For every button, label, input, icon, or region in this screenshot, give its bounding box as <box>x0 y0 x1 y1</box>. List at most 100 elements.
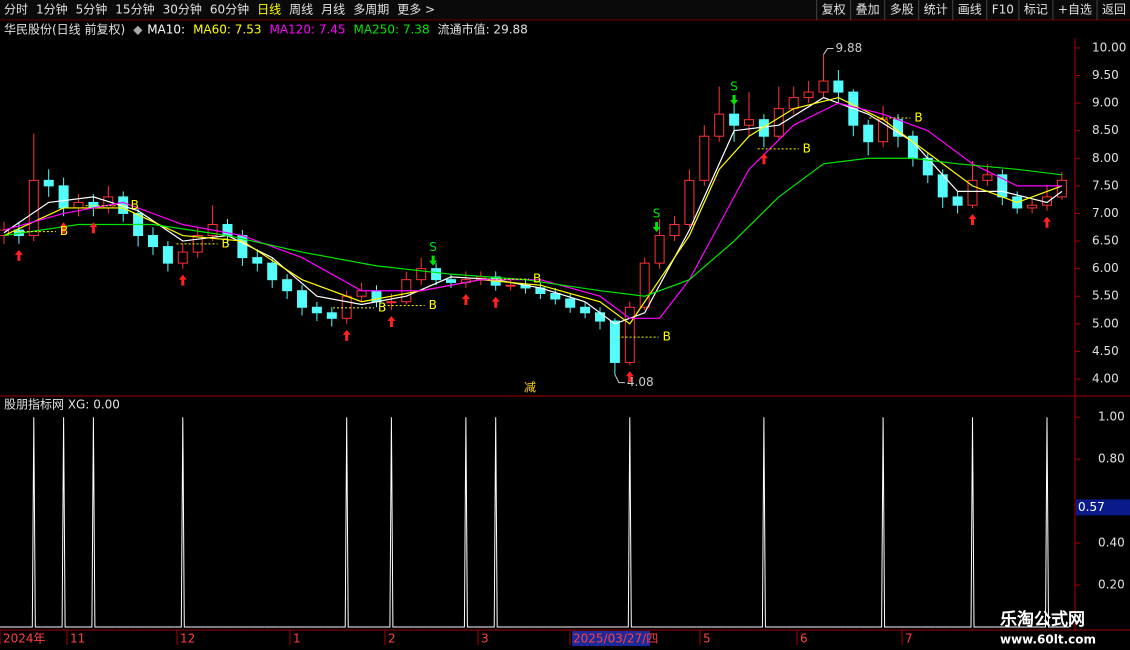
candle-body <box>326 312 337 319</box>
indicator-title: 股朋指标网 XG: 0.00 <box>4 397 120 412</box>
period-button[interactable]: 周线 <box>289 3 313 17</box>
candle-body <box>43 179 54 187</box>
b-label: B <box>914 111 922 125</box>
date-highlight <box>572 631 650 646</box>
watermark-url: www.60lt.com <box>1000 633 1096 647</box>
y-tick-label: 1.00 <box>1098 410 1125 424</box>
y-tick-label: 6.50 <box>1092 234 1119 248</box>
indicator-spike <box>1039 417 1055 628</box>
y-tick-label: 8.00 <box>1092 151 1119 165</box>
candle-body <box>967 179 978 206</box>
buy-arrow <box>1043 216 1051 228</box>
period-button[interactable]: 30分钟 <box>163 2 202 17</box>
y-tick-label: 0.80 <box>1098 452 1125 466</box>
indicator-spike <box>965 417 980 628</box>
candle-body <box>952 196 963 206</box>
cursor-label: 0.57 <box>1078 500 1105 514</box>
period-button[interactable]: 更多 > <box>397 3 435 17</box>
ma-line <box>3 96 1063 325</box>
tool-button[interactable]: F10 <box>992 3 1014 17</box>
y-tick-label: 4.50 <box>1092 344 1119 358</box>
buy-arrow <box>178 274 187 286</box>
period-button[interactable]: 日线 <box>257 3 281 17</box>
candle-body <box>505 284 516 287</box>
annotation-label: 4.08 <box>627 375 654 389</box>
candle-body <box>446 279 456 283</box>
period-button[interactable]: 60分钟 <box>210 2 249 17</box>
b-label: B <box>378 300 386 314</box>
candle-body <box>982 174 993 181</box>
b-label: B <box>222 236 230 250</box>
y-tick-label: 5.50 <box>1092 289 1119 303</box>
candle-body <box>386 301 397 304</box>
candle-body <box>431 268 442 281</box>
period-button[interactable]: 分时 <box>4 3 28 17</box>
indicator-spike <box>26 417 42 628</box>
date-label: 2024年 <box>3 632 46 646</box>
tool-button[interactable]: 多股 <box>890 3 914 17</box>
date-label: 7 <box>905 632 913 646</box>
tool-button[interactable]: 统计 <box>924 3 948 17</box>
tool-button[interactable]: 叠加 <box>856 3 880 17</box>
candle-body <box>684 179 695 226</box>
candle-body <box>297 290 307 308</box>
buy-arrow <box>342 329 351 341</box>
tool-button[interactable]: +自选 <box>1058 3 1092 17</box>
candle-body <box>714 113 725 137</box>
cursor-box <box>1076 499 1130 516</box>
buy-arrow <box>14 249 23 261</box>
date-label: 2025/03/27/四 <box>573 632 658 646</box>
annotation-pointer <box>614 374 625 384</box>
candle-body <box>148 235 158 248</box>
candle-body <box>267 262 278 281</box>
candle-body <box>580 306 591 314</box>
period-button[interactable]: 多周期 <box>353 3 389 17</box>
period-button[interactable]: 月线 <box>321 3 345 17</box>
period-button[interactable]: 1分钟 <box>36 2 68 17</box>
candle-body <box>356 290 367 297</box>
buy-arrow <box>461 293 470 305</box>
market-cap: 流通市值: 29.88 <box>438 22 528 37</box>
ma-line <box>3 102 1062 319</box>
sell-arrow <box>730 95 739 106</box>
candle-body <box>282 279 293 292</box>
candle-body <box>550 292 561 300</box>
buy-arrow <box>968 213 977 225</box>
candle-body <box>773 108 784 137</box>
candle-body <box>73 201 84 209</box>
candle-body <box>669 224 680 237</box>
tool-button[interactable]: 标记 <box>1024 3 1048 17</box>
ma-line <box>3 157 1062 297</box>
b-label: B <box>429 298 437 312</box>
date-label: 2 <box>388 632 396 646</box>
indicator-spike <box>175 417 191 628</box>
y-tick-label: 4.00 <box>1092 371 1119 385</box>
date-label: 11 <box>70 632 85 646</box>
candle-body <box>565 298 576 308</box>
y-tick-label: 8.50 <box>1092 123 1119 137</box>
indicator-spike <box>875 417 891 628</box>
date-label: 1 <box>293 632 301 646</box>
stock-title: 华民股份(日线 前复权) <box>4 22 125 37</box>
candle-body <box>744 119 754 126</box>
date-label: 6 <box>800 632 808 646</box>
legend-toggle: ◆ <box>133 23 143 37</box>
tool-button[interactable]: 画线 <box>958 3 982 17</box>
candle-body <box>341 295 352 319</box>
candle-body <box>654 235 665 264</box>
note: 减 <box>524 381 536 395</box>
candle-body <box>863 124 874 143</box>
period-button[interactable]: 15分钟 <box>115 2 154 17</box>
tool-button[interactable]: 复权 <box>822 3 846 17</box>
b-label: B <box>533 272 541 286</box>
candle-body <box>28 179 39 237</box>
candle-body <box>833 80 844 93</box>
candle-body <box>1056 179 1067 198</box>
annotation-label: 9.88 <box>836 41 863 55</box>
period-button[interactable]: 5分钟 <box>76 2 108 17</box>
candle-body <box>1027 204 1038 209</box>
annotation-pointer <box>823 48 834 55</box>
candle-body <box>311 306 322 314</box>
tool-button[interactable]: 返回 <box>1102 3 1126 17</box>
